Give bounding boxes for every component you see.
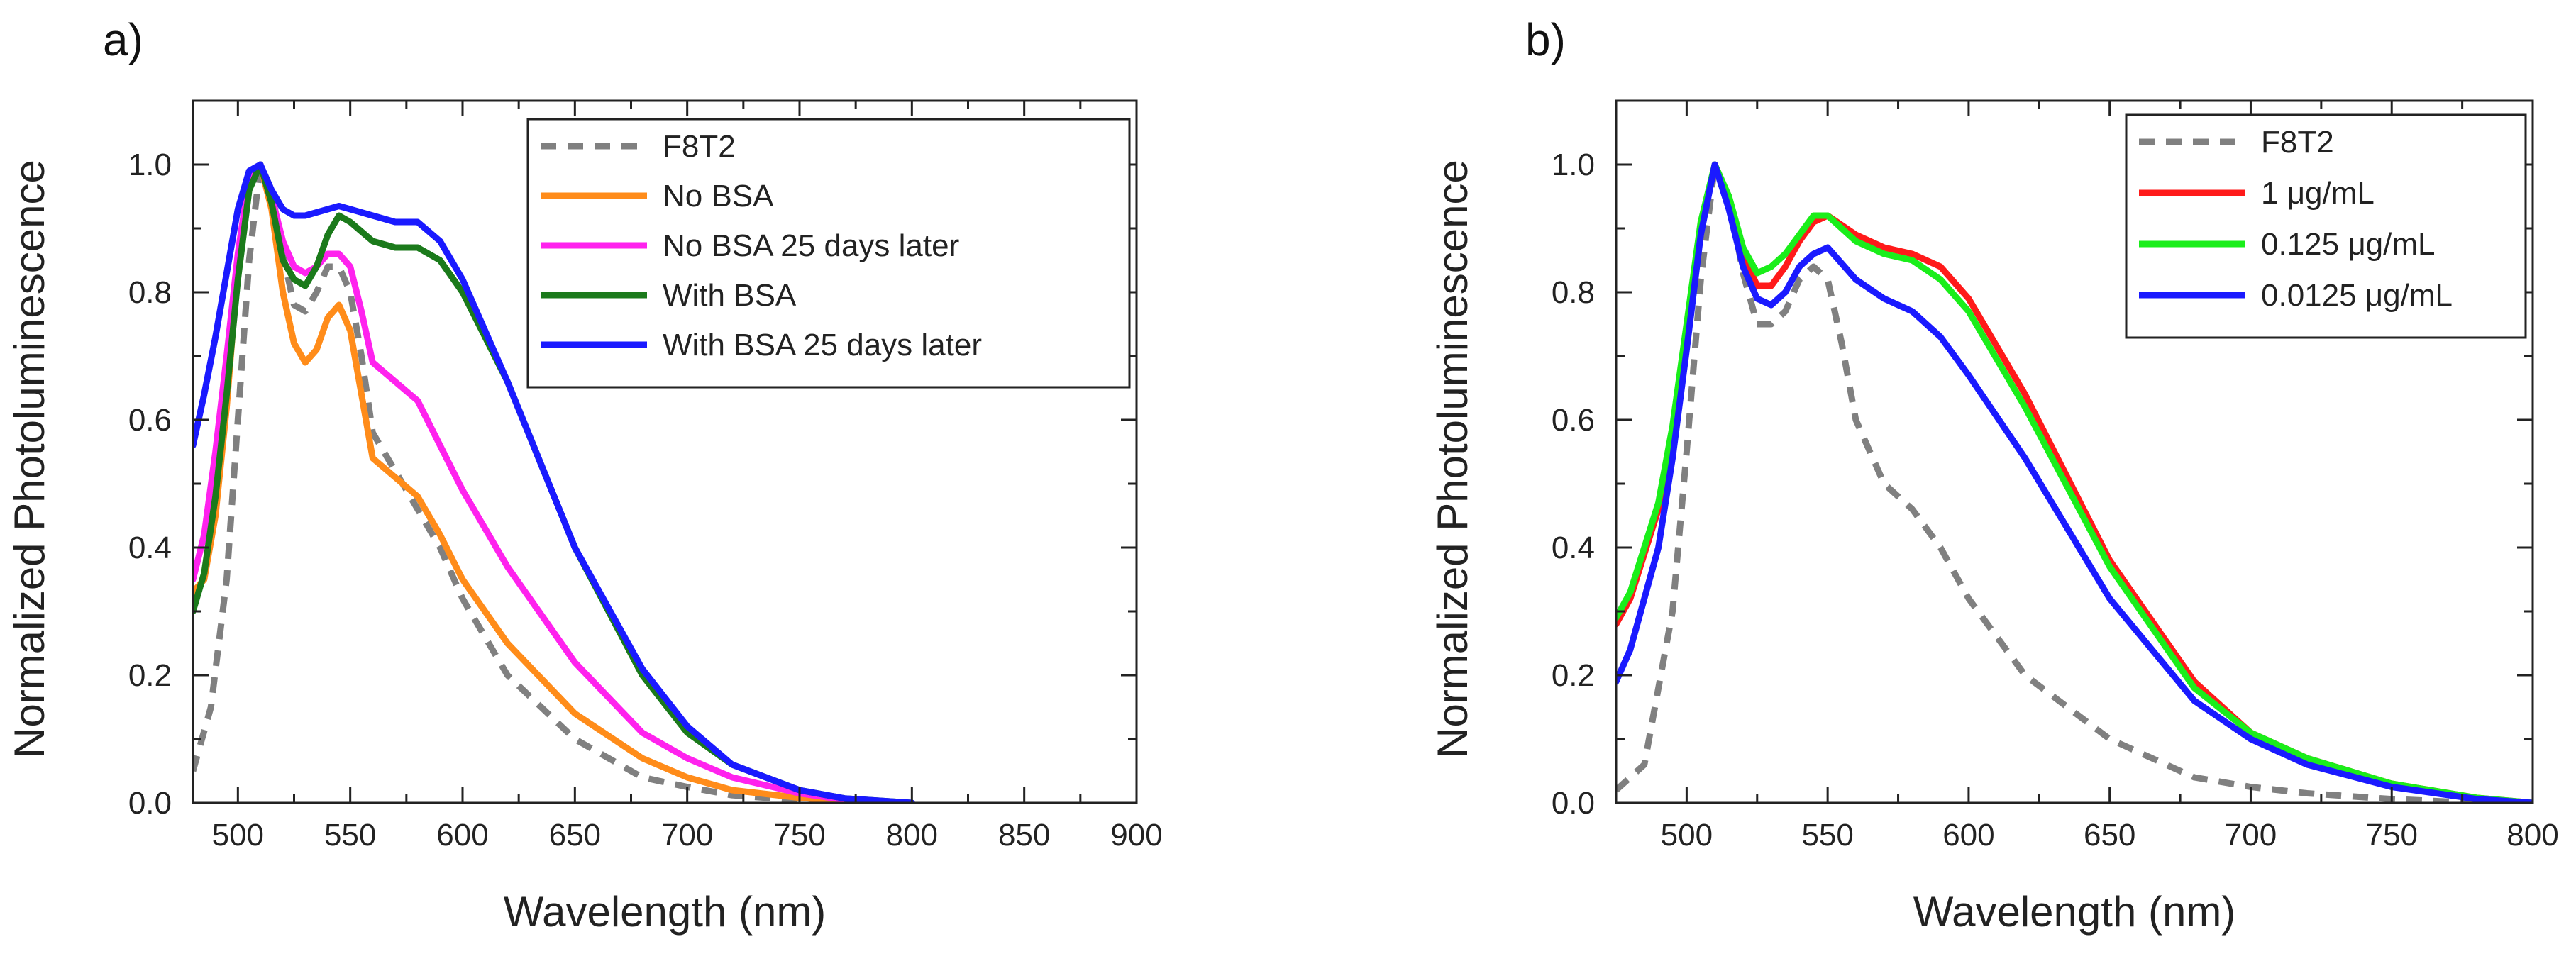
- y-tick-label: 0.2: [1552, 658, 1595, 693]
- y-tick-label: 0.8: [128, 275, 172, 310]
- y-tick-label: 1.0: [1552, 148, 1595, 182]
- y-tick-label: 1.0: [128, 148, 172, 182]
- legend-entry: F8T2: [663, 129, 736, 164]
- legend: F8T2 1 μg/mL 0.125 μg/mL 0.0125 μg/mL: [2125, 113, 2527, 339]
- panel-a: a) 500 550 600 650 700 750 800 850 900 0.0 0.2 0.4 0.…: [6, 14, 1163, 936]
- x-tick-label: 500: [1661, 818, 1713, 853]
- legend: F8T2 No BSA No BSA 25 days later With BSA Wi…: [526, 118, 1131, 389]
- legend-entry: No BSA: [663, 179, 774, 213]
- panel-b: b) 500 550 600 650 700 750 800 0.0 0.2 0.4 0.6 0.8 1.…: [1429, 14, 2559, 936]
- x-tick-label: 650: [2084, 818, 2135, 853]
- series-line-0-0125-g-ml: [1616, 161, 2533, 803]
- legend-entry: 0.125 μg/mL: [2261, 227, 2436, 262]
- y-axis-title: Normalized Photoluminescence: [1429, 160, 1476, 758]
- x-tick-label: 700: [2225, 818, 2277, 853]
- y-tick-label: 0.0: [128, 786, 172, 821]
- y-tick-label: 0.8: [1552, 275, 1595, 310]
- panel-label: b): [1525, 14, 1566, 65]
- x-tick-label: 800: [2506, 818, 2558, 853]
- x-tick-label: 500: [212, 818, 264, 853]
- legend-entry: 0.0125 μg/mL: [2261, 278, 2453, 313]
- legend-entry: No BSA 25 days later: [663, 228, 959, 263]
- x-tick-label: 550: [1801, 818, 1853, 853]
- x-tick-label: 900: [1110, 818, 1162, 853]
- plot-frame: [1615, 99, 2534, 804]
- legend-entry: 1 μg/mL: [2261, 176, 2375, 211]
- x-axis-title: Wavelength (nm): [504, 888, 827, 936]
- legend-entry: With BSA 25 days later: [663, 328, 982, 362]
- series-group: [1616, 161, 2533, 803]
- legend-entry: With BSA: [663, 278, 797, 313]
- x-tick-label: 550: [324, 818, 376, 853]
- x-tick-label: 600: [436, 818, 488, 853]
- series-line-with-bsa-25-days-later: [193, 161, 915, 803]
- y-tick-label: 0.6: [128, 403, 172, 438]
- x-tick-label: 750: [2366, 818, 2418, 853]
- y-tick-label: 0.4: [128, 531, 172, 565]
- legend-entry: F8T2: [2261, 125, 2334, 160]
- series-line-f8t2: [193, 161, 845, 803]
- plot-frame: [192, 99, 1138, 804]
- panel-label: a): [103, 14, 143, 65]
- y-tick-label: 0.4: [1552, 531, 1595, 565]
- x-tick-label: 650: [549, 818, 601, 853]
- y-tick-label: 0.0: [1552, 786, 1595, 821]
- y-tick-label: 0.6: [1552, 403, 1595, 438]
- x-tick-label: 850: [998, 818, 1050, 853]
- y-tick-label: 0.2: [128, 658, 172, 693]
- x-tick-label: 750: [773, 818, 825, 853]
- x-axis-title: Wavelength (nm): [1913, 888, 2236, 936]
- y-axis-title: Normalized Photoluminescence: [6, 160, 53, 758]
- series-line-with-bsa: [193, 161, 915, 803]
- x-tick-label: 700: [661, 818, 713, 853]
- series-line-f8t2: [1616, 161, 2477, 803]
- series-group: [193, 161, 915, 803]
- x-tick-label: 600: [1942, 818, 1994, 853]
- x-tick-label: 800: [886, 818, 938, 853]
- legend-box: [2125, 113, 2527, 339]
